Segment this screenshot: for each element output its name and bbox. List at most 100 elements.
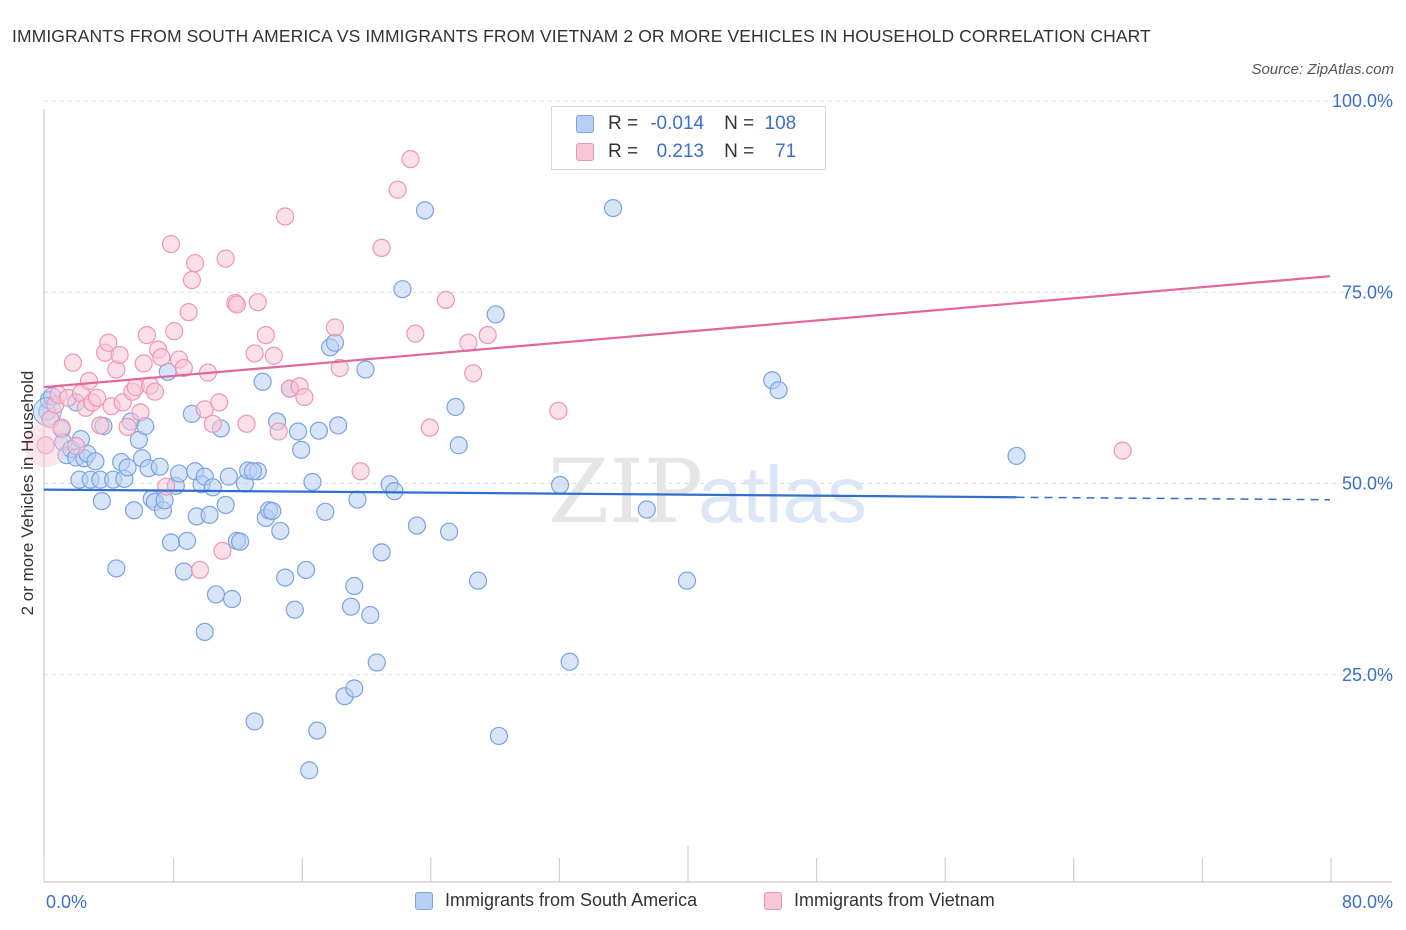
south-america-point: [345, 576, 364, 596]
chart-title: IMMIGRANTS FROM SOUTH AMERICA VS IMMIGRA…: [12, 26, 1151, 46]
vietnam-point: [182, 270, 201, 290]
vietnam-point: [137, 325, 156, 345]
axes: [43, 109, 1392, 883]
south-america-point: [169, 464, 189, 483]
vietnam-point: [256, 325, 275, 345]
bottom-legend-swatch-blue: [415, 891, 433, 910]
legend-r-label: R =: [608, 141, 639, 162]
y-tick-label: 100.0%: [1332, 91, 1393, 111]
vietnam-point: [67, 436, 86, 456]
legend-n-value: 108: [764, 113, 797, 134]
vietnam-point: [157, 477, 176, 496]
south-america-point: [86, 452, 105, 471]
south-america-point: [393, 280, 412, 299]
south-america-point: [345, 679, 364, 698]
source-label: Source: ZipAtlas.com: [1251, 61, 1394, 78]
south-america-point: [222, 589, 242, 609]
south-america-point: [292, 440, 311, 459]
vietnam-point: [63, 353, 83, 372]
trend-line-vietnam: [43, 275, 1331, 389]
south-america-point: [407, 516, 427, 535]
vietnam-point: [145, 382, 165, 401]
vietnam-point: [245, 344, 264, 363]
vietnam-point: [79, 371, 99, 391]
bottom-legend-label: Immigrants from Vietnam: [794, 890, 995, 910]
vietnam-point: [264, 346, 283, 365]
vietnam-point: [459, 333, 478, 352]
south-america-point: [367, 653, 386, 672]
vietnam-point: [351, 462, 370, 481]
south-america-point: [348, 490, 367, 509]
vietnam-point: [372, 238, 391, 257]
south-america-point: [245, 712, 264, 731]
legend-r-label: R =: [608, 113, 639, 134]
vietnam-point: [210, 393, 229, 412]
south-america-point: [231, 532, 250, 551]
vietnam-point: [325, 318, 345, 337]
vietnam-point: [388, 180, 407, 199]
south-america-point: [107, 559, 126, 578]
y-tick-label: 25.0%: [1342, 665, 1393, 685]
legend-n-label: N =: [724, 113, 755, 134]
south-america-point: [300, 761, 319, 780]
south-america-point: [219, 467, 238, 486]
south-america-point: [361, 605, 380, 625]
south-america-point: [253, 372, 272, 391]
vietnam-point: [190, 560, 210, 580]
south-america-point: [677, 571, 697, 590]
bottom-legend-label: Immigrants from South America: [445, 890, 698, 910]
south-america-point: [341, 597, 361, 616]
vietnam-point: [91, 416, 110, 435]
south-america-point: [356, 360, 375, 379]
vietnam-point: [216, 249, 235, 268]
south-america-point: [309, 421, 328, 440]
trend-line-south-america: [43, 488, 1017, 499]
vietnam-point: [131, 403, 150, 422]
south-america-point: [195, 622, 214, 642]
south-america-point: [637, 500, 656, 519]
south-america-point: [174, 562, 193, 581]
legend-swatch-blue: [576, 115, 594, 133]
y-tick-label: 50.0%: [1342, 474, 1393, 494]
grid-lines: [44, 100, 1392, 676]
south-america-point: [308, 721, 327, 740]
legend-row-south-america: R = -0.014 N = 108: [576, 112, 796, 136]
vietnam-point: [420, 418, 439, 437]
vietnam-point: [436, 290, 455, 309]
vietnam-point: [174, 358, 193, 378]
vietnam-point: [276, 207, 295, 226]
x-tick-label: 0.0%: [46, 892, 87, 912]
south-america-point: [177, 531, 197, 550]
south-america-point: [449, 436, 468, 455]
south-america-point: [446, 397, 465, 417]
bottom-legend-vietnam: Immigrants from Vietnam: [764, 890, 995, 911]
vietnam-point: [36, 436, 55, 455]
vietnam-point: [269, 422, 288, 441]
south-america-point: [1007, 446, 1026, 466]
vietnam-point: [195, 400, 214, 419]
south-america-point: [303, 472, 322, 492]
legend-r-value: -0.014: [650, 113, 705, 134]
vietnam-point: [186, 254, 205, 273]
vietnam-point: [203, 414, 222, 433]
south-america-point: [486, 305, 505, 324]
south-america-point: [329, 416, 348, 435]
legend-n-value: 71: [775, 141, 797, 162]
watermark: ZIP atlas: [548, 440, 867, 543]
bottom-legend-south-america: Immigrants from South America: [415, 890, 697, 911]
south-america-point: [271, 521, 290, 541]
watermark-zip: ZIP: [548, 440, 703, 543]
vietnam-point: [118, 417, 137, 436]
south-america-point: [92, 491, 111, 511]
bottom-legend-swatch-pink: [764, 891, 782, 910]
legend-swatch-pink: [576, 143, 594, 161]
vietnam-point: [478, 325, 497, 345]
south-america-point: [243, 462, 263, 481]
south-america-point: [296, 560, 316, 580]
x-tick-label: 80.0%: [1342, 892, 1393, 912]
trend-line-south-america-extension: [1016, 496, 1331, 501]
south-america-point: [325, 333, 345, 352]
south-america-point: [206, 585, 226, 604]
south-america-point: [150, 457, 169, 476]
